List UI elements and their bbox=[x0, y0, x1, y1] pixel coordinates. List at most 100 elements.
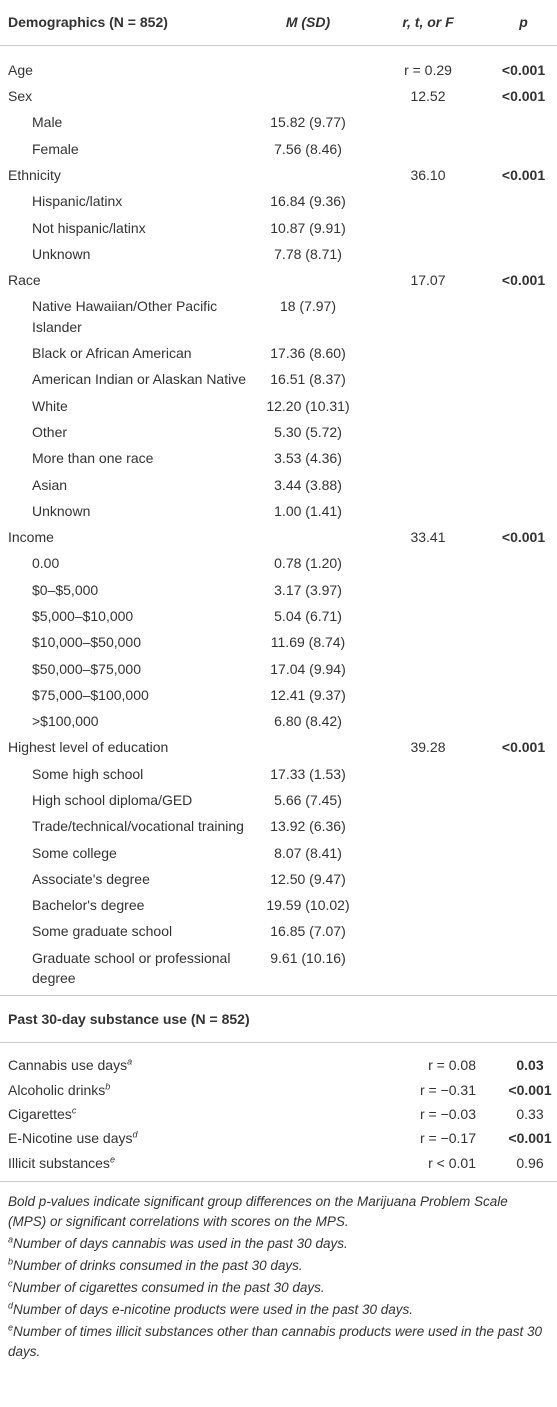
footnote: dNumber of days e-nicotine products were… bbox=[8, 1300, 549, 1320]
row-label: $50,000–$75,000 bbox=[32, 660, 141, 677]
row-label: 0.00 bbox=[32, 555, 60, 572]
stat: 33.41 bbox=[410, 529, 446, 546]
row-label: High school diploma/GED bbox=[32, 791, 193, 808]
m-sd: 5.04 (6.71) bbox=[274, 608, 342, 625]
m-sd: 11.69 (8.74) bbox=[270, 634, 346, 651]
header-cell: Demographics (N = 852) bbox=[8, 14, 168, 31]
row-label: $0–$5,000 bbox=[32, 581, 99, 598]
stat: r = −0.03 bbox=[419, 1106, 476, 1122]
footnotes: Bold p-values indicate significant group… bbox=[0, 1182, 557, 1362]
p-value: <0.001 bbox=[501, 61, 546, 78]
substance-row: Cigarettesc r = −0.03 0.33 bbox=[0, 1102, 557, 1126]
row-label: Male bbox=[32, 114, 63, 131]
group-row: Age r = 0.29 <0.001 bbox=[0, 57, 557, 83]
group-row: Ethnicity 36.10 <0.001 bbox=[0, 162, 557, 188]
note-mark: a bbox=[127, 1056, 133, 1067]
stat: 12.52 bbox=[410, 88, 446, 105]
m-sd: 6.80 (8.42) bbox=[274, 713, 342, 730]
label-text: Cigarettes bbox=[8, 1106, 72, 1122]
item-row: Asian 3.44 (3.88) bbox=[0, 472, 557, 498]
p-value: 0.33 bbox=[516, 1106, 544, 1122]
footnote-text: Bold p-values indicate significant group… bbox=[8, 1194, 508, 1230]
substance-row: E-Nicotine use daysd r = −0.17 <0.001 bbox=[0, 1127, 557, 1151]
row-label: Some college bbox=[32, 844, 117, 861]
note-mark: d bbox=[8, 1300, 14, 1311]
note-text: Number of days cannabis was used in the … bbox=[13, 1236, 348, 1252]
item-row: High school diploma/GED 5.66 (7.45) bbox=[0, 787, 557, 813]
row-label: Bachelor's degree bbox=[32, 897, 145, 914]
group-row: Income 33.41 <0.001 bbox=[0, 524, 557, 550]
item-row: Unknown 7.78 (8.71) bbox=[0, 241, 557, 267]
m-sd: 0.78 (1.20) bbox=[274, 555, 342, 572]
row-label: Ethnicity bbox=[8, 167, 61, 184]
row-label: Race bbox=[8, 272, 41, 289]
footnote: cNumber of cigarettes consumed in the pa… bbox=[8, 1278, 549, 1298]
item-row: $50,000–$75,000 17.04 (9.94) bbox=[0, 656, 557, 682]
item-row: American Indian or Alaskan Native 16.51 (… bbox=[0, 367, 557, 393]
note-mark: e bbox=[8, 1322, 14, 1333]
item-row: Associate's degree 12.50 (9.47) bbox=[0, 866, 557, 892]
m-sd: 16.84 (9.36) bbox=[270, 193, 346, 210]
label-text: Cannabis use days bbox=[8, 1057, 128, 1074]
stat: r = 0.29 bbox=[404, 61, 452, 78]
p-value: <0.001 bbox=[501, 739, 546, 756]
note-mark: d bbox=[132, 1129, 138, 1140]
row-label: Some high school bbox=[32, 765, 144, 782]
group-row: Highest level of education 39.28 <0.001 bbox=[0, 735, 557, 761]
row-label: >$100,000 bbox=[32, 713, 99, 730]
p-value: <0.001 bbox=[508, 1130, 552, 1147]
row-label: Cigarettesc bbox=[0, 1105, 330, 1124]
row-label: Some graduate school bbox=[32, 923, 173, 940]
row-label: White bbox=[32, 397, 68, 414]
row-label: Unknown bbox=[32, 502, 91, 519]
header-row: Demographics (N = 852) M (SD) r, t, or F… bbox=[0, 0, 557, 46]
row-label: Alcoholic drinksb bbox=[0, 1081, 330, 1100]
note-text: Number of drinks consumed in the past 30… bbox=[13, 1258, 303, 1274]
row-label: Hispanic/latinx bbox=[32, 193, 123, 210]
note-text: Number of days e-nicotine products were … bbox=[13, 1302, 413, 1318]
item-row: Female 7.56 (8.46) bbox=[0, 136, 557, 162]
note-mark: c bbox=[8, 1278, 13, 1289]
row-label: Female bbox=[32, 140, 79, 157]
footnote: aNumber of days cannabis was used in the… bbox=[8, 1234, 549, 1254]
item-row: Not hispanic/latinx 10.87 (9.91) bbox=[0, 215, 557, 241]
item-row: Native Hawaiian/Other Pacific Islander 18… bbox=[0, 294, 557, 341]
row-label: Age bbox=[8, 61, 33, 78]
item-row: $0–$5,000 3.17 (3.97) bbox=[0, 577, 557, 603]
stat: r = −0.17 bbox=[419, 1130, 476, 1147]
group-row: Sex 12.52 <0.001 bbox=[0, 83, 557, 109]
m-sd: 1.00 (1.41) bbox=[274, 502, 342, 519]
m-sd: 19.59 (10.02) bbox=[266, 897, 350, 914]
row-label: Unknown bbox=[32, 245, 91, 262]
item-row: Other 5.30 (5.72) bbox=[0, 419, 557, 445]
stat: r = −0.31 bbox=[419, 1081, 476, 1098]
row-label: Sex bbox=[8, 88, 33, 105]
row-label: Associate's degree bbox=[32, 870, 150, 887]
m-sd: 5.30 (5.72) bbox=[274, 424, 342, 441]
m-sd: 16.85 (7.07) bbox=[270, 923, 346, 940]
label-text: Alcoholic drinks bbox=[8, 1081, 106, 1098]
header-cell: p bbox=[519, 14, 528, 31]
m-sd: 15.82 (9.77) bbox=[270, 114, 346, 131]
m-sd: 5.66 (7.45) bbox=[274, 791, 342, 808]
row-label: American Indian or Alaskan Native bbox=[32, 371, 246, 388]
note-mark: b bbox=[105, 1080, 111, 1091]
substance-row: Cannabis use daysa r = 0.08 0.03 bbox=[0, 1054, 557, 1078]
m-sd: 12.41 (9.37) bbox=[270, 686, 346, 703]
m-sd: 12.50 (9.47) bbox=[270, 870, 346, 887]
substance-row: Alcoholic drinksb r = −0.31 <0.001 bbox=[0, 1078, 557, 1102]
stat: r < 0.01 bbox=[428, 1154, 476, 1171]
row-label: E-Nicotine use daysd bbox=[0, 1129, 330, 1148]
label-text: Illicit substances bbox=[8, 1154, 110, 1171]
item-row: $10,000–$50,000 11.69 (8.74) bbox=[0, 629, 557, 655]
row-label: Illicit substancese bbox=[0, 1154, 330, 1173]
note-text: Number of cigarettes consumed in the pas… bbox=[12, 1280, 325, 1296]
item-row: White 12.20 (10.31) bbox=[0, 393, 557, 419]
stat: 39.28 bbox=[410, 739, 446, 756]
header-cell: r, t, or F bbox=[402, 14, 454, 31]
m-sd: 13.92 (6.36) bbox=[270, 818, 346, 835]
item-row: Bachelor's degree 19.59 (10.02) bbox=[0, 892, 557, 918]
note-mark: c bbox=[71, 1105, 77, 1116]
stat: r = 0.08 bbox=[428, 1057, 476, 1074]
row-label: $10,000–$50,000 bbox=[32, 634, 141, 651]
